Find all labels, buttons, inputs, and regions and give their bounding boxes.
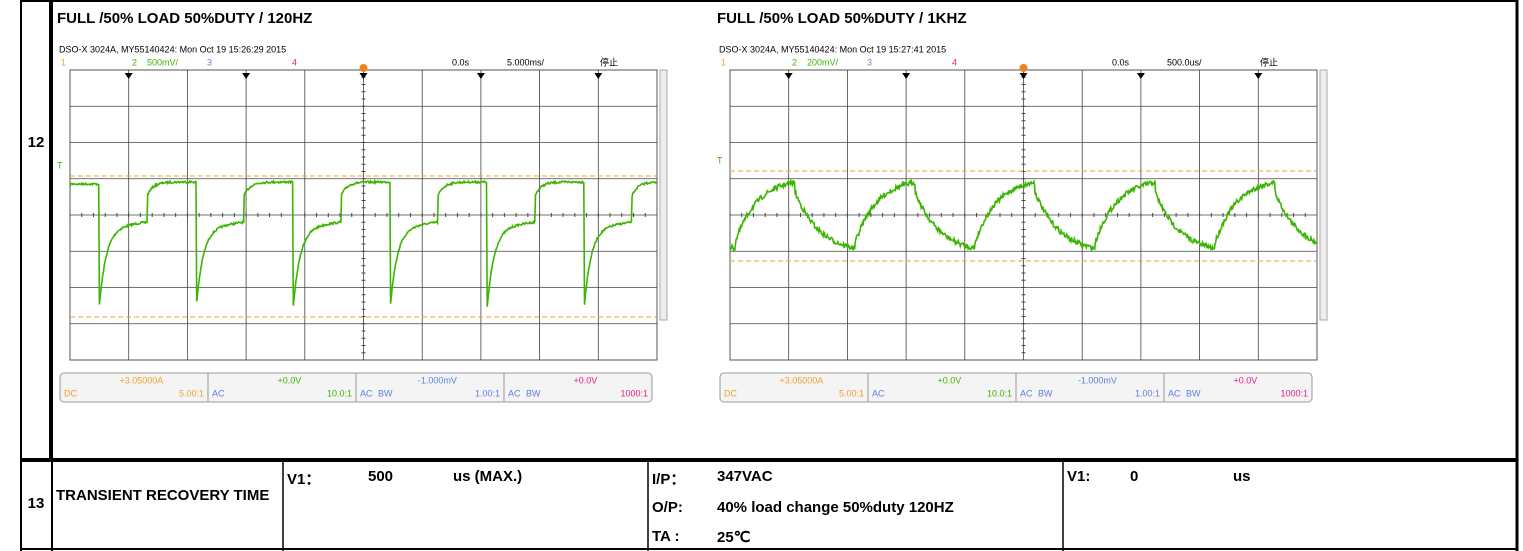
scope-channel-label: 5.000ms/ [507,57,545,67]
footer-value: -1.000mV [1078,375,1117,385]
footer-ratio: 5.00:1 [179,388,204,398]
panel-title: FULL /50% LOAD 50%DUTY / 1KHZ [717,10,967,27]
footer-tag: AC [1020,388,1033,398]
panel-title: FULL /50% LOAD 50%DUTY / 120HZ [57,10,312,27]
level-marker: T [57,160,63,170]
result-label: V1: [1067,468,1090,485]
footer-tag: DC [64,388,77,398]
scope-channel-label: 2 [132,57,137,67]
footer-tag: AC [1168,388,1181,398]
footer-tag: BW [1186,388,1201,398]
condition-value: 25℃ [717,528,751,546]
scope-channel-label: 0.0s [1112,57,1130,67]
footer-ratio: 1.00:1 [1135,388,1160,398]
footer-value: +0.0V [938,375,962,385]
item-name: TRANSIENT RECOVERY TIME [56,484,271,508]
scope-channel-label: 500.0us/ [1167,57,1202,67]
footer-ratio: 1.00:1 [475,388,500,398]
level-marker: T [717,155,723,165]
footer-ratio: 1000:1 [620,388,648,398]
spec-value: 500 [368,468,393,485]
footer-value: +3.05000A [120,375,164,385]
scope-channel-label: 停止 [600,56,618,67]
footer-ratio: 5.00:1 [839,388,864,398]
footer-tag: BW [1038,388,1053,398]
condition-label: O/P: [652,499,683,516]
spec-unit: us (MAX.) [453,468,522,485]
scope-channel-label: 500mV/ [147,57,179,67]
footer-value: +0.0V [1234,375,1258,385]
scope-channel-label: 1 [721,57,726,67]
result-unit: us [1233,468,1251,485]
footer-value: +0.0V [278,375,302,385]
trigger-marker [360,64,368,72]
condition-value: 347VAC [717,468,773,485]
scope-sidebar [660,70,667,320]
scope-sidebar [1320,70,1327,320]
condition-label: I/P： [652,468,685,489]
footer-value: +3.05000A [780,375,824,385]
trigger-marker [1020,64,1028,72]
scope-channel-label: 4 [952,57,957,67]
footer-tag: AC [360,388,373,398]
scope-screen: DSO-X 3024A, MY55140424: Mon Oct 19 15:2… [717,40,1327,405]
footer-ratio: 10.0:1 [327,388,352,398]
spec-label: V1： [287,468,320,489]
footer-tag: DC [724,388,737,398]
scope-channel-label: 1 [61,57,66,67]
scope-channel-label: 0.0s [452,57,470,67]
footer-tag: BW [378,388,393,398]
footer-tag: AC [508,388,521,398]
footer-tag: BW [526,388,541,398]
result-value: 0 [1130,468,1138,485]
footer-value: -1.000mV [418,375,457,385]
scope-header: DSO-X 3024A, MY55140424: Mon Oct 19 15:2… [719,44,946,54]
scope-channel-label: 200mV/ [807,57,839,67]
scope-screen: DSO-X 3024A, MY55140424: Mon Oct 19 15:2… [57,40,667,405]
footer-tag: AC [212,388,225,398]
footer-ratio: 1000:1 [1280,388,1308,398]
scope-channel-label: 3 [207,57,212,67]
scope-header: DSO-X 3024A, MY55140424: Mon Oct 19 15:2… [59,44,286,54]
scope-channel-label: 3 [867,57,872,67]
condition-value: 40% load change 50%duty 120HZ [717,499,954,516]
page: 12 FULL /50% LOAD 50%DUTY / 120HZ FULL /… [0,0,1523,551]
scope-channel-label: 2 [792,57,797,67]
row-number: 12 [28,134,45,151]
scope-channel-label: 停止 [1260,56,1278,67]
condition-label: TA : [652,528,680,545]
footer-tag: AC [872,388,885,398]
footer-value: +0.0V [574,375,598,385]
row-number: 13 [28,495,45,512]
scope-channel-label: 4 [292,57,297,67]
footer-ratio: 10.0:1 [987,388,1012,398]
